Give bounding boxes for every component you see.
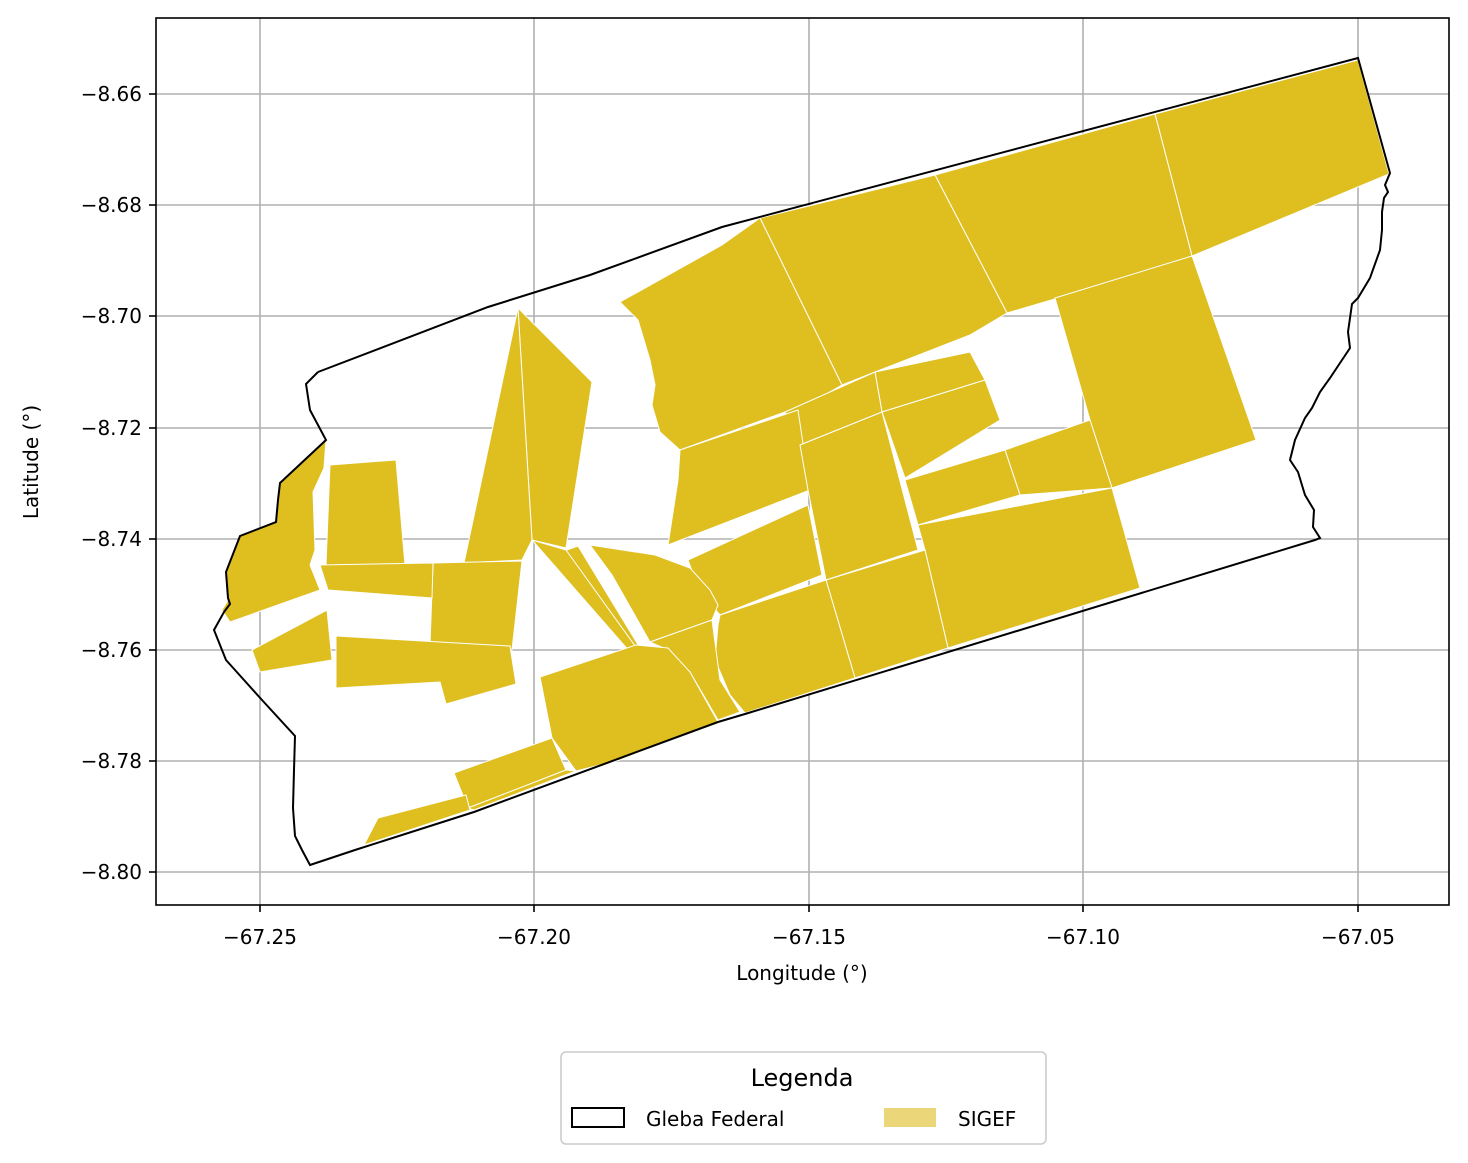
x-tick-label: −67.25 [223,925,297,949]
sigef-parcel [251,609,333,673]
y-tick-label: −8.70 [81,304,142,328]
x-tick-labels: −67.25 −67.20 −67.15 −67.10 −67.05 [223,925,1395,949]
y-tick-label: −8.68 [81,193,142,217]
sigef-parcel [714,579,856,714]
y-axis-label: Latitude (°) [19,405,43,519]
sigef-parcel [429,560,523,651]
sigef-parcel [325,459,406,566]
x-axis [259,905,1359,912]
gleba-federal [212,56,1392,867]
x-tick-label: −67.05 [1321,925,1395,949]
sigef-parcel [917,487,1141,649]
legend-label-sigef: SIGEF [958,1107,1016,1131]
sigef-parcel [466,769,577,811]
y-tick-label: −8.72 [81,416,142,440]
sigef-parcel [362,794,471,846]
legend-swatch-sigef [884,1108,936,1127]
sigef-parcel [588,544,719,643]
legend-title: Legenda [751,1064,854,1092]
y-tick-labels: −8.66 −8.68 −8.70 −8.72 −8.74 −8.76 −8.7… [81,82,142,884]
y-tick-label: −8.78 [81,749,142,773]
sigef-parcel [799,411,919,581]
legend-label-gleba: Gleba Federal [646,1107,784,1131]
sigef-parcel [319,562,434,599]
sigef-parcel [667,409,811,546]
sigef-parcels [221,59,1390,846]
plot-frame [155,17,1450,906]
gleba-federal-outline [212,56,1392,867]
y-tick-label: −8.80 [81,860,142,884]
y-tick-label: −8.76 [81,638,142,662]
x-tick-label: −67.15 [772,925,846,949]
x-tick-label: −67.10 [1046,925,1120,949]
sigef-parcel [881,379,1001,479]
sigef-parcel [463,307,533,564]
sigef-parcel [1054,255,1257,489]
y-axis [149,93,156,873]
x-axis-label: Longitude (°) [736,961,867,985]
legend: Legenda Gleba Federal SIGEF [560,1051,1047,1145]
sigef-parcel [335,635,517,705]
legend-swatch-gleba [571,1107,625,1128]
y-tick-label: −8.74 [81,527,142,551]
y-tick-label: −8.66 [81,82,142,106]
x-tick-label: −67.20 [497,925,571,949]
